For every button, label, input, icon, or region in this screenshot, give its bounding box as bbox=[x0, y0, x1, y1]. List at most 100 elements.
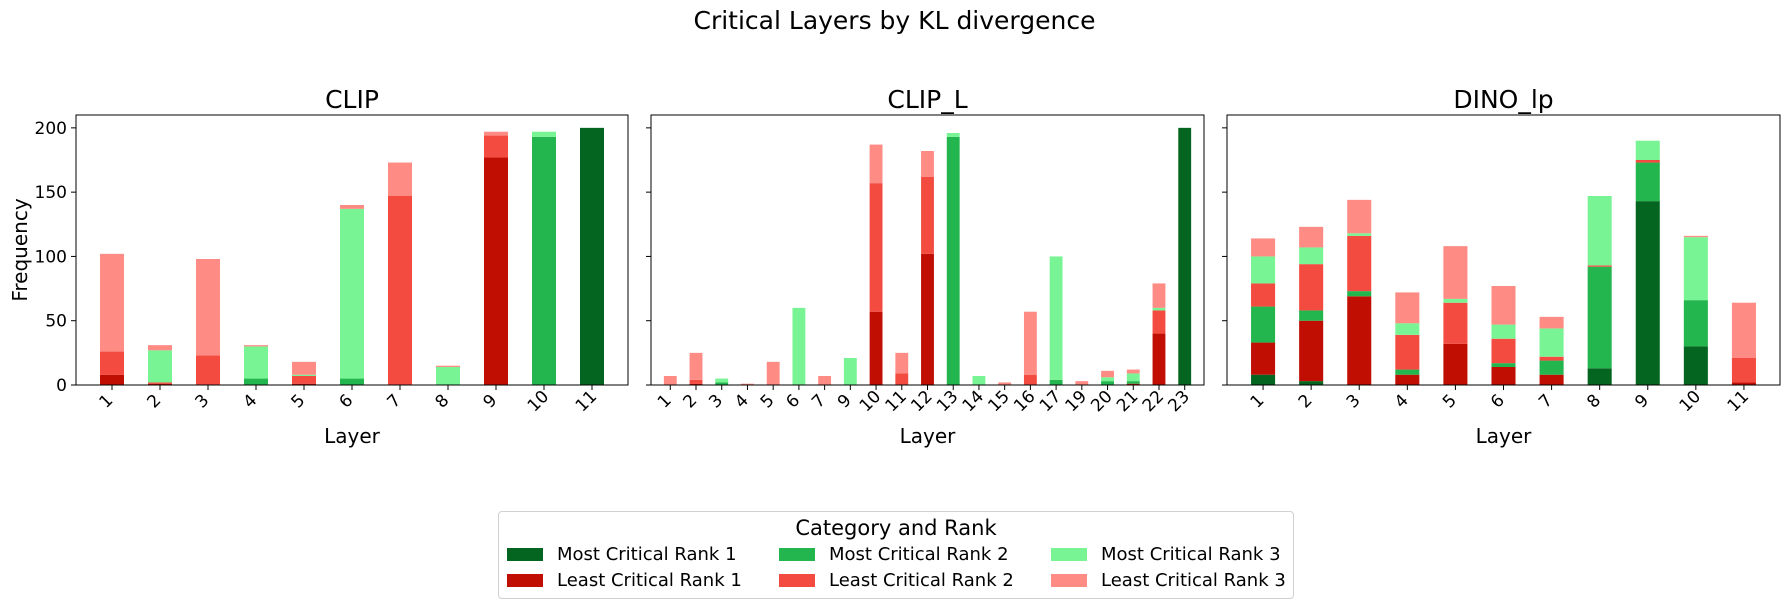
bar-segment bbox=[1683, 300, 1708, 347]
legend-title: Category and Rank bbox=[795, 516, 997, 540]
bar-segment bbox=[1635, 201, 1660, 385]
x-axis-label: Layer bbox=[324, 424, 381, 448]
bar-segment bbox=[1299, 381, 1324, 385]
bar-segment bbox=[1251, 283, 1276, 307]
legend-item: Most Critical Rank 2 bbox=[779, 542, 1009, 566]
y-tick-label: 50 bbox=[45, 312, 67, 332]
x-tick-label: 8 bbox=[1583, 391, 1605, 413]
x-tick-label: 2 bbox=[1295, 391, 1317, 413]
bar-segment bbox=[1126, 369, 1140, 374]
bar-segment bbox=[148, 382, 172, 384]
bar-segment bbox=[1101, 370, 1114, 378]
bar-segment bbox=[689, 383, 703, 385]
x-tick-label: 7 bbox=[1535, 391, 1557, 413]
legend-label: Least Critical Rank 1 bbox=[557, 569, 742, 591]
bar-segment bbox=[921, 176, 934, 254]
x-tick-label: 4 bbox=[240, 391, 262, 413]
bar-segment bbox=[100, 351, 124, 375]
legend-label: Least Critical Rank 3 bbox=[1101, 569, 1286, 591]
bar-segment bbox=[196, 355, 220, 385]
bar-segment bbox=[1299, 310, 1324, 321]
bar-segment bbox=[484, 135, 508, 158]
legend-swatch bbox=[507, 573, 543, 587]
bar-segment bbox=[1635, 160, 1660, 163]
bar-segment bbox=[1299, 226, 1324, 248]
bar-segment bbox=[100, 253, 124, 352]
x-tick-label: 4 bbox=[1391, 391, 1413, 413]
bar-segment bbox=[1049, 256, 1063, 380]
legend-item: Most Critical Rank 1 bbox=[507, 542, 737, 566]
bar-segment bbox=[1443, 298, 1468, 303]
bar-segment bbox=[921, 253, 934, 385]
legend-swatch bbox=[1051, 573, 1087, 587]
bar-segment bbox=[1539, 328, 1564, 357]
bar-segment bbox=[895, 373, 909, 385]
bar-segment bbox=[921, 151, 934, 177]
x-tick-label: 3 bbox=[705, 391, 727, 413]
bar-segment bbox=[1251, 238, 1276, 257]
bar-segment bbox=[689, 352, 703, 380]
x-tick-label: 2 bbox=[680, 391, 702, 413]
bar-segment bbox=[484, 157, 508, 385]
x-tick-label: 6 bbox=[782, 391, 804, 413]
x-axis-label: Layer bbox=[900, 424, 957, 448]
x-tick-label: 3 bbox=[1343, 391, 1365, 413]
bar-segment bbox=[580, 127, 604, 385]
bar-segment bbox=[792, 307, 806, 385]
bar-segment bbox=[148, 350, 172, 383]
y-tick-label: 0 bbox=[56, 376, 67, 396]
bar-segment bbox=[340, 208, 364, 379]
x-tick-label: 6 bbox=[336, 391, 358, 413]
bar-segment bbox=[1347, 291, 1372, 297]
legend-item: Least Critical Rank 2 bbox=[779, 568, 1014, 592]
bar-segment bbox=[1126, 373, 1140, 382]
bar-segment bbox=[972, 376, 986, 385]
bar-segment bbox=[766, 361, 780, 385]
bar-segment bbox=[100, 374, 124, 385]
bar-segment bbox=[1395, 292, 1420, 324]
x-axis-label: Layer bbox=[1476, 424, 1533, 448]
bar-segment bbox=[1539, 374, 1564, 385]
x-tick-label: 9 bbox=[480, 391, 502, 413]
bar-segment bbox=[1683, 237, 1708, 301]
x-tick-label: 4 bbox=[731, 391, 753, 413]
bar-segment bbox=[1347, 235, 1372, 292]
bar-segment bbox=[1152, 310, 1166, 334]
bar-segment bbox=[1299, 264, 1324, 311]
bar-segment bbox=[1347, 199, 1372, 234]
legend-label: Most Critical Rank 3 bbox=[1101, 543, 1281, 565]
bar-segment bbox=[1683, 346, 1708, 385]
bar-segment bbox=[436, 367, 460, 385]
bar-segment bbox=[148, 383, 172, 385]
bar-segment bbox=[689, 379, 703, 384]
bar-segment bbox=[148, 345, 172, 351]
legend-label: Most Critical Rank 1 bbox=[557, 543, 737, 565]
x-tick-label: 5 bbox=[288, 391, 310, 413]
bar-segment bbox=[715, 382, 729, 385]
bar-segment bbox=[292, 383, 316, 385]
bar-segment bbox=[1395, 374, 1420, 385]
x-tick-label: 2 bbox=[144, 391, 166, 413]
bar-segment bbox=[1491, 363, 1516, 367]
bar-segment bbox=[1731, 382, 1756, 385]
bar-segment bbox=[1251, 342, 1276, 375]
bar-segment bbox=[715, 378, 729, 383]
x-tick-label: 7 bbox=[384, 391, 406, 413]
y-tick-label: 100 bbox=[35, 247, 67, 267]
legend-swatch bbox=[1051, 547, 1087, 561]
y-axis-label: Frequency bbox=[8, 198, 32, 301]
bar-segment bbox=[1587, 266, 1612, 369]
bar-segment bbox=[1347, 296, 1372, 385]
bar-segment bbox=[1635, 140, 1660, 160]
subplot-title: CLIP bbox=[325, 85, 379, 114]
bar-segment bbox=[1539, 356, 1564, 361]
bar-segment bbox=[1491, 286, 1516, 325]
bar-segment bbox=[1126, 383, 1140, 385]
x-tick-label: 6 bbox=[1487, 391, 1509, 413]
bar-segment bbox=[869, 144, 883, 184]
x-tick-label: 7 bbox=[808, 391, 830, 413]
bar-segment bbox=[340, 205, 364, 209]
bar-segment bbox=[1491, 338, 1516, 364]
bar-segment bbox=[388, 162, 412, 196]
